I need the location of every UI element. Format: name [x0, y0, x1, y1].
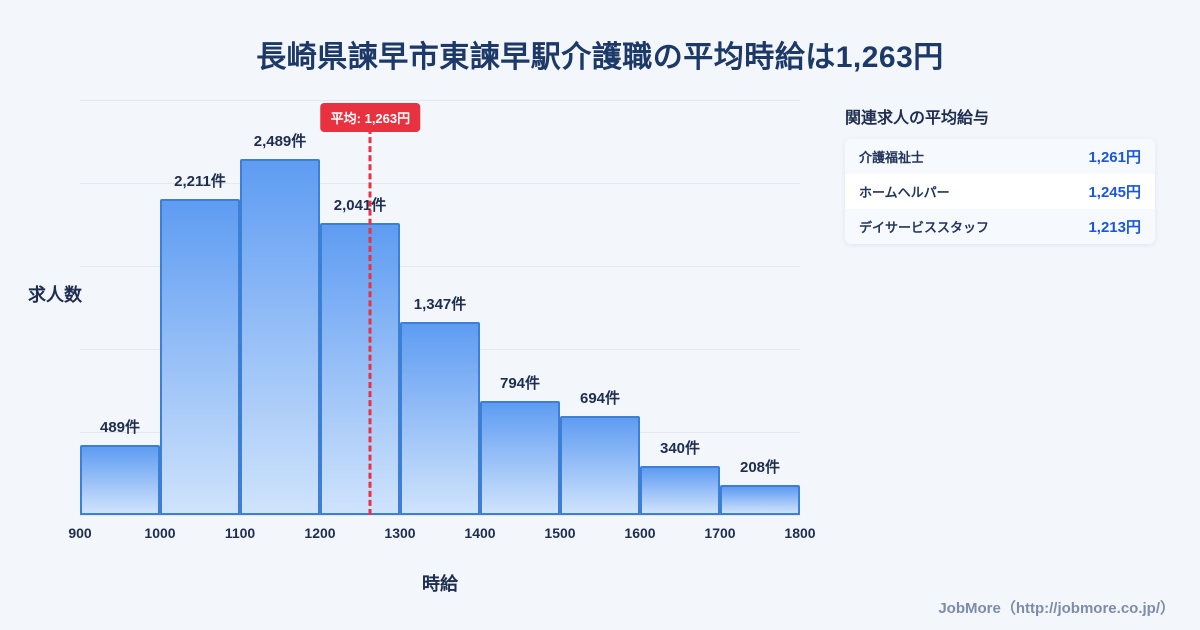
x-tick-label: 900 [68, 525, 92, 541]
job-label: デイサービススタッフ [859, 220, 990, 235]
bar-value-label: 2,489件 [253, 132, 307, 150]
histogram-bar [640, 466, 720, 515]
bar-value-label: 694件 [579, 389, 621, 407]
bar-value-label: 2,041件 [333, 196, 387, 214]
x-tick-label: 1000 [144, 525, 176, 541]
mean-badge: 平均: 1,263円 [320, 103, 421, 132]
histogram-bar [80, 445, 160, 515]
bar-value-label: 1,347件 [413, 296, 467, 314]
job-label: ホームヘルパー [859, 185, 950, 200]
gridline [80, 266, 800, 267]
x-tick-label: 1100 [224, 525, 256, 541]
related-job-row: デイサービススタッフ 1,213円 [845, 209, 1155, 244]
x-tick-label: 1300 [384, 525, 416, 541]
x-tick-label: 1200 [304, 525, 336, 541]
wage-histogram-plot-area: 489件 2,211件 2,489件 2,041件 1,347件 794件 694件 340件… [68, 100, 816, 541]
histogram-bar [160, 198, 240, 515]
bar-value-label: 489件 [99, 419, 141, 437]
related-job-row: 介護福祉士 1,261円 [845, 139, 1155, 174]
bar-value-label: 340件 [659, 440, 701, 458]
histogram-bar [560, 415, 640, 515]
x-tick-label: 1800 [784, 525, 816, 541]
gridline [80, 183, 800, 184]
bar-value-label: 208件 [739, 459, 781, 477]
histogram-bar [400, 322, 480, 515]
job-label: 介護福祉士 [859, 150, 925, 165]
mean-line [368, 128, 372, 515]
x-tick-label: 1500 [544, 525, 576, 541]
footer-credit: JobMore（http://jobmore.co.jp/） [938, 600, 1175, 617]
x-tick-label: 1400 [464, 525, 496, 541]
job-wage-value: 1,261円 [1088, 149, 1141, 166]
job-wage-value: 1,245円 [1088, 184, 1141, 201]
histogram-bar [480, 401, 560, 515]
x-tick-label: 1700 [704, 525, 736, 541]
histogram-bar [320, 222, 400, 515]
y-axis-label: 求人数 [28, 285, 82, 305]
gridline [80, 515, 800, 516]
related-jobs-card: 介護福祉士 1,261円ホームヘルパー 1,245円デイサービススタッフ 1,213円 [845, 139, 1155, 244]
histogram-bar [720, 485, 800, 515]
x-tick-label: 1600 [624, 525, 656, 541]
histogram-bar [240, 158, 320, 515]
related-jobs-panel-title: 関連求人の平均給与 [845, 110, 990, 127]
gridline [80, 100, 800, 101]
bar-value-label: 2,211件 [174, 172, 226, 190]
x-axis-label: 時給 [422, 574, 458, 594]
related-job-row: ホームヘルパー 1,245円 [845, 174, 1155, 209]
job-wage-value: 1,213円 [1088, 219, 1141, 236]
bar-value-label: 794件 [499, 375, 541, 393]
page-title: 長崎県諫早市東諫早駅介護職の平均時給は1,263円 [256, 41, 944, 74]
